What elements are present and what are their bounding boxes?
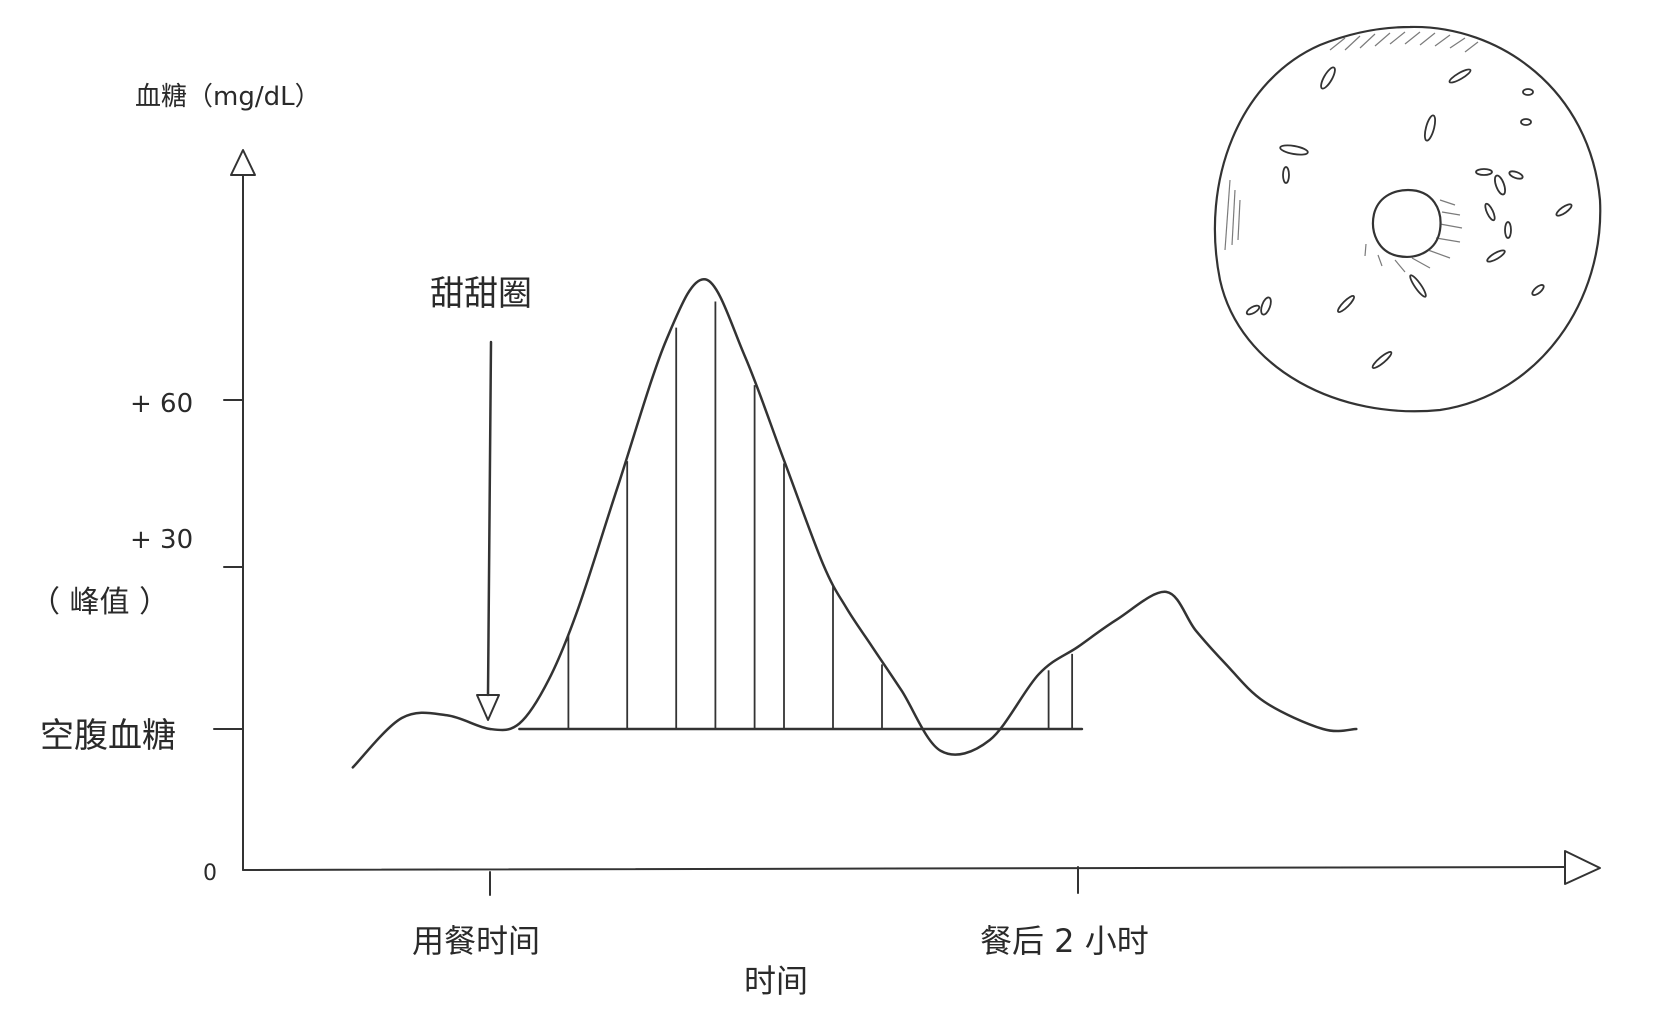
y-tick-label-60: + 60 <box>130 389 193 419</box>
peak-note: （ 峰值 ） <box>30 585 169 620</box>
x-axis-arrow <box>1564 850 1601 885</box>
y-axis-title: 血糖（mg/dL） <box>135 82 321 112</box>
excess-glucose-hatching <box>567 301 1074 729</box>
x-tick-label-meal: 用餐时间 <box>412 922 540 960</box>
donut-annotation-arrow <box>486 340 493 697</box>
x-axis <box>242 866 1566 871</box>
y-tick-label-30: + 30 <box>130 525 193 555</box>
donut-icon <box>1213 25 1602 413</box>
y-axis-arrow <box>230 149 256 176</box>
glucose-points <box>351 277 1359 769</box>
donut-annotation-arrowhead <box>476 694 500 721</box>
baseline-label: 空腹血糖 <box>40 716 176 756</box>
x-tick-label-two-hours: 餐后 2 小时 <box>980 922 1149 960</box>
donut-annotation-label: 甜甜圈 <box>430 274 532 314</box>
glucose-curve <box>351 278 1358 769</box>
y-tick-label-0: 0 <box>203 861 217 886</box>
x-axis-title: 时间 <box>744 962 808 1000</box>
